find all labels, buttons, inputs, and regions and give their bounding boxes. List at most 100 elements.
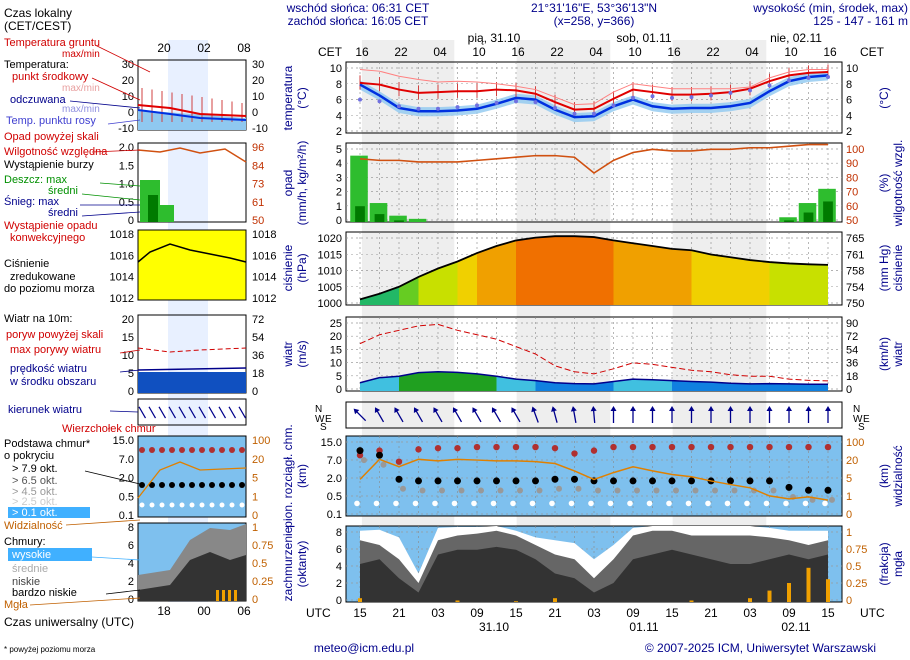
small-wind-arrow (178, 406, 187, 419)
footer-email[interactable]: meteo@icm.edu.pl (314, 641, 414, 655)
small-wind-tick: 20 (122, 314, 134, 326)
fog-bar (787, 583, 791, 602)
cloud-base-dot (785, 483, 793, 491)
small-wind-line (137, 367, 247, 371)
cet-tick: 16 (667, 45, 681, 59)
axis-title-pressmm: ciśnienie (891, 244, 905, 291)
small-cloud-base-low (219, 502, 225, 508)
humid-y-tick: 80 (846, 172, 858, 184)
cet-tick: 04 (589, 45, 603, 59)
small-cover-tick: 6 (128, 540, 134, 552)
small-humid-tick: 73 (252, 179, 264, 191)
height-label: wysokość (min, środek, max) (752, 1, 908, 15)
cloud-base-dot (512, 477, 520, 485)
wind-arrow (551, 406, 558, 423)
legend-humidity: Wilgotność względna (4, 146, 108, 158)
legend-felt-maxmin: max/min (62, 104, 100, 115)
dew-point-dot (709, 93, 713, 98)
small-cloud-base (189, 482, 195, 488)
cloud-base-dot-mid (361, 457, 367, 464)
small-wind-arrow-shaft (218, 406, 227, 419)
day-label: sob, 01.11 (616, 31, 671, 45)
pressure-area (769, 262, 789, 305)
cover-y-tick: 2 (336, 578, 342, 590)
cloud-base-dot-mid (458, 487, 465, 494)
cloud-top-dot (415, 446, 422, 453)
precip-y-tick: 1 (336, 201, 342, 213)
wind-y-tick: 0 (336, 384, 342, 396)
axis-title-vis: widzialność (891, 445, 905, 507)
dew-point-dot (689, 95, 694, 100)
utc-tick: 09 (782, 606, 796, 620)
small-cover-tick: 0 (128, 594, 134, 606)
humid-y-tick: 100 (846, 144, 864, 156)
wind-arrow-head (786, 406, 792, 411)
pressmm-y-tick: 754 (846, 282, 864, 294)
utc-label-right: UTC (860, 606, 885, 620)
small-vis-tick: 0 (252, 510, 258, 522)
cover-y-tick: 4 (336, 561, 342, 573)
pressure-area (711, 254, 731, 305)
humid-y-tick: 50 (846, 215, 858, 227)
cloud-top-dot (785, 443, 793, 451)
fog-bar (806, 567, 811, 602)
dew-point-dot (650, 94, 655, 99)
small-precip-tick: 1.0 (119, 179, 134, 191)
small-precip-tick: 0 (128, 215, 134, 227)
small-cloud-base (139, 482, 145, 488)
pressure-area (555, 236, 575, 305)
axis-title-humid: wilgotność wzgl. (891, 140, 905, 228)
wind-area (418, 371, 438, 391)
compass-letter: W (315, 414, 325, 425)
footer-copyright: © 2007-2025 ICM, Uniwersytet Warszawski (645, 641, 876, 655)
cloud-top-dot (610, 443, 617, 451)
cloud-top-dot (473, 443, 481, 451)
small-humid-tick: 96 (252, 142, 264, 154)
legend-temperature: Temperatura: (4, 59, 69, 71)
legend-leader-line (29, 597, 141, 606)
small-cloud-base (219, 482, 225, 488)
wind-arrow-head (708, 406, 714, 411)
legend-leader-line (81, 211, 141, 217)
pressure-line (359, 235, 829, 301)
small-cloud-base-low (169, 502, 175, 508)
cloud-base-dot-low (627, 500, 633, 507)
small-cloud-base-low (209, 502, 215, 508)
wind-arrow-head (374, 407, 381, 414)
small-cover-tick: 4 (128, 558, 134, 570)
wind-area (555, 382, 575, 391)
wind-arrow (805, 406, 812, 423)
pressure-area (652, 246, 672, 305)
small-bottom-tick: 06 (237, 604, 251, 618)
small-top-tick: 02 (197, 41, 211, 55)
small-vis-line (137, 461, 247, 499)
cloud-base-dot (629, 477, 637, 485)
temp-y-tick-right: 8 (846, 79, 852, 91)
cet-tick: 22 (550, 45, 564, 59)
legend-gust-max: max porywy wiatru (10, 344, 101, 356)
cloud-base-dot-mid (770, 487, 777, 494)
small-wind-arrow-shaft (168, 406, 177, 419)
cet-tick: 16 (511, 45, 525, 59)
windkmh-y-tick: 0 (846, 384, 852, 396)
small-wind-arrow-shaft (188, 406, 197, 419)
legend-temp-maxmin: max/min (62, 83, 100, 94)
wind-arrow (353, 408, 367, 422)
wind-area (613, 379, 633, 391)
small-temp-tick-right: 0 (252, 107, 258, 119)
axis-title-fog: mgła (891, 551, 905, 577)
compass-letter: S (858, 422, 865, 433)
fog-bar (767, 590, 772, 602)
small-wind-arrow-shaft (208, 406, 217, 419)
dew-point-dot (358, 97, 362, 102)
axis-title-temp-unit: (°C) (295, 87, 309, 108)
small-cloud-top (219, 447, 225, 453)
small-vis-tick: 1 (252, 491, 258, 503)
cloud-base-dot (571, 475, 578, 483)
legend-felt: odczuwana (10, 94, 67, 106)
small-fog-tick: 0.75 (252, 540, 273, 552)
legend-precip-above: Opad powyżej skali (4, 131, 99, 143)
legend-low: niskie (12, 576, 40, 588)
cloud-base-dot-low (549, 500, 555, 507)
